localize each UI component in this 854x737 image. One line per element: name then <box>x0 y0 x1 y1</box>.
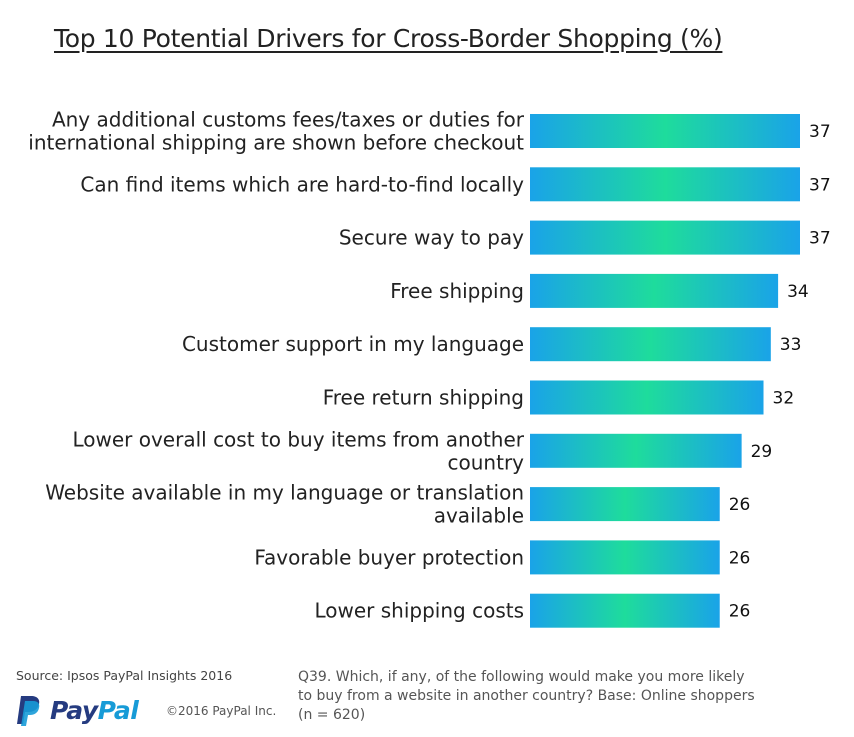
bar-3 <box>530 220 800 255</box>
category-label-9: Favorable buyer protection <box>254 545 524 569</box>
bar-10 <box>530 593 720 628</box>
value-label-6: 32 <box>773 389 795 409</box>
bar-6 <box>530 380 764 415</box>
bar-5 <box>530 327 771 362</box>
category-label-2: Can find items which are hard-to-find lo… <box>80 172 524 196</box>
paypal-p-icon <box>17 696 40 726</box>
bar-8 <box>530 487 720 522</box>
value-label-9: 26 <box>729 548 751 568</box>
category-label-5: Customer support in my language <box>182 332 524 356</box>
category-label-3: Secure way to pay <box>339 226 524 250</box>
bar-9 <box>530 540 720 575</box>
bar-7 <box>530 433 742 468</box>
value-label-8: 26 <box>729 495 751 515</box>
value-label-7: 29 <box>751 442 773 462</box>
bar-4 <box>530 273 779 308</box>
value-label-1: 37 <box>809 122 831 142</box>
category-label-7: Lower overall cost to buy items from ano… <box>72 427 524 474</box>
value-label-10: 26 <box>729 602 751 622</box>
value-label-3: 37 <box>809 229 831 249</box>
paypal-logo: PayPal <box>16 692 139 728</box>
category-label-6: Free return shipping <box>323 386 524 410</box>
category-label-10: Lower shipping costs <box>314 599 524 623</box>
value-label-4: 34 <box>787 282 809 302</box>
copyright-note: ©2016 PayPal Inc. <box>166 704 277 718</box>
value-label-2: 37 <box>809 175 831 195</box>
category-label-8: Website available in my language or tran… <box>45 481 524 528</box>
category-label-4: Free shipping <box>390 279 524 303</box>
chart-title: Top 10 Potential Drivers for Cross-Borde… <box>54 24 723 53</box>
paypal-wordmark: PayPal <box>50 695 139 725</box>
value-label-5: 33 <box>780 335 802 355</box>
bar-1 <box>530 114 800 148</box>
category-label-1: Any additional customs fees/taxes or dut… <box>28 108 525 155</box>
bar-chart: 37 Any additional customs fees/taxes or d… <box>28 108 831 628</box>
bar-2 <box>530 167 800 202</box>
source-note: Source: Ipsos PayPal Insights 2016 <box>16 668 233 683</box>
survey-footnote: Q39. Which, if any, of the following wou… <box>298 669 755 723</box>
